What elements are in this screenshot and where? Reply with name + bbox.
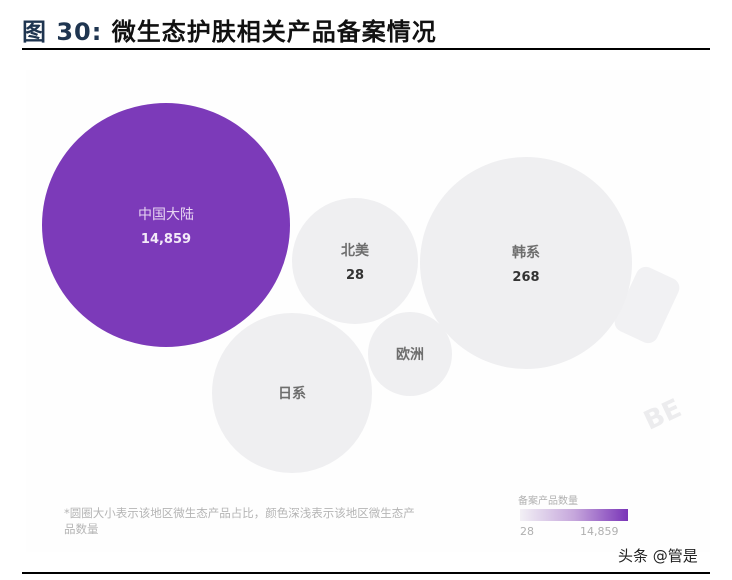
bubble-value: 28 xyxy=(345,267,365,283)
figure-title: 图 30: 微生态护肤相关产品备案情况 xyxy=(22,12,437,47)
bubble-value: 268 xyxy=(512,269,540,285)
bubble-north-america: 北美 28 xyxy=(292,198,418,324)
top-rule xyxy=(22,48,710,50)
figure-label: 图 30: xyxy=(22,18,103,46)
bottom-rule xyxy=(22,572,710,574)
bubble-label: 欧洲 xyxy=(396,347,424,363)
legend-color-gradient xyxy=(520,509,628,521)
bubble-value: 14,859 xyxy=(140,231,192,247)
bubble-europe: 欧洲 xyxy=(368,312,452,396)
bubble-label: 北美 xyxy=(341,242,369,259)
bubble-japan: 日系 xyxy=(212,313,372,473)
chart-footnote: *圆圈大小表示该地区微生态产品占比，颜色深浅表示该地区微生态产品数量 xyxy=(64,506,415,536)
bubble-label: 韩系 xyxy=(512,244,540,261)
bubble-korea: 韩系 268 xyxy=(420,157,632,369)
bubble-label: 日系 xyxy=(278,386,306,402)
watermark-text: BE xyxy=(639,393,687,437)
bubble-china-mainland: 中国大陆 14,859 xyxy=(42,103,290,347)
source-watermark: 头条 @管是 xyxy=(618,547,698,565)
bubble-label: 中国大陆 xyxy=(138,206,194,223)
legend-max-label: 14,859 xyxy=(580,525,619,538)
figure-title-text: 微生态护肤相关产品备案情况 xyxy=(111,18,437,46)
legend-title: 备案产品数量 xyxy=(518,496,578,507)
legend-min-label: 28 xyxy=(520,525,534,538)
